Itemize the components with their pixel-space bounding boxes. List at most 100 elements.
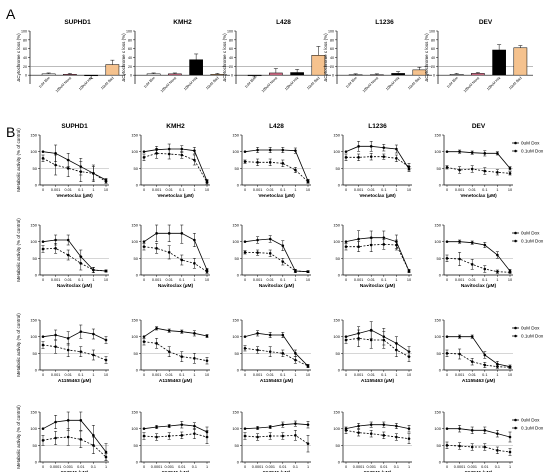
- line-x-tick-label: 10: [508, 188, 512, 192]
- data-point: [306, 442, 310, 445]
- data-point: [382, 338, 386, 342]
- bar-y-tick-label: 80: [330, 38, 334, 42]
- series-line: [447, 151, 511, 169]
- bar: [168, 73, 182, 76]
- data-point: [281, 352, 285, 355]
- line-x-tick-label: 0.01: [469, 278, 476, 282]
- bar-category-label: 100uM Noxa: [463, 76, 480, 93]
- line-y-tick-label: 50: [33, 256, 38, 261]
- line-y-tick-label: 50: [134, 443, 139, 448]
- line-x-label: A1155463 (µM): [361, 378, 395, 384]
- data-point: [79, 419, 83, 422]
- data-point: [306, 423, 310, 426]
- line-y-tick-label: 150: [232, 223, 239, 228]
- line-y-tick-label: 50: [235, 166, 240, 171]
- data-point: [41, 439, 45, 442]
- series-line: [143, 433, 208, 438]
- bar-y-tick-label: 0: [25, 74, 27, 78]
- data-point: [243, 347, 247, 350]
- data-point: [470, 167, 474, 171]
- data-point: [445, 240, 449, 243]
- bar: [370, 74, 384, 76]
- series-line: [143, 424, 208, 433]
- line-y-tick-label: 50: [336, 256, 341, 261]
- series-line: [345, 329, 410, 353]
- data-point: [243, 427, 247, 430]
- line-y-tick-label: 150: [232, 133, 239, 138]
- data-point: [357, 145, 360, 148]
- bar: [105, 64, 120, 76]
- line-x-label: S63845 (µM): [61, 470, 89, 472]
- data-point: [382, 236, 386, 239]
- series-line: [446, 257, 511, 273]
- line-y-tick-label: 100: [434, 334, 441, 339]
- data-point: [180, 232, 184, 235]
- series-line: [42, 419, 107, 453]
- series-line: [447, 241, 511, 272]
- line-y-tick-label: 50: [134, 166, 139, 171]
- data-point: [180, 434, 184, 437]
- line-y-tick-label: 50: [235, 443, 240, 448]
- bar-y-label: ΔCytochrome c loss (%): [16, 33, 21, 82]
- line-x-tick-label: 0.01: [77, 465, 84, 469]
- data-point: [357, 424, 360, 428]
- data-point: [256, 251, 259, 254]
- line-x-tick-label: 0.1: [179, 278, 184, 282]
- data-point: [180, 423, 184, 426]
- series-line: [143, 148, 208, 182]
- line-x-tick-label: 0: [244, 373, 246, 377]
- data-point: [193, 424, 196, 428]
- data-point: [205, 359, 209, 362]
- line-x-label: A1155463 (µM): [58, 378, 92, 384]
- data-point: [193, 357, 196, 360]
- data-point: [407, 165, 411, 168]
- data-point: [281, 162, 285, 165]
- data-point: [344, 245, 348, 248]
- line-x-tick-label: 0.1: [78, 188, 83, 192]
- line-x-tick-label: 0.001: [455, 278, 465, 282]
- data-point: [395, 243, 398, 247]
- bar-y-tick-label: 80: [431, 38, 435, 42]
- data-point: [470, 151, 474, 154]
- data-point: [205, 334, 209, 338]
- data-point: [508, 450, 512, 454]
- line-x-tick-label: 10: [104, 278, 108, 282]
- series-line: [42, 151, 107, 181]
- legend-marker: [514, 334, 517, 338]
- data-point: [155, 232, 158, 235]
- line-x-label: Venetoclax (µM): [359, 193, 396, 199]
- data-point: [79, 350, 83, 353]
- bar-y-tick-label: 80: [23, 38, 27, 42]
- line-x-tick-label: 0: [143, 278, 145, 282]
- data-point: [445, 444, 449, 447]
- bar-category-label: 1uM Bim: [244, 76, 257, 89]
- data-point: [142, 240, 146, 243]
- line-x-tick-label: 0.001: [51, 373, 61, 377]
- line-y-tick-label: 0: [136, 368, 139, 373]
- line-y-tick-label: 50: [336, 166, 341, 171]
- data-point: [268, 425, 272, 429]
- data-point: [470, 241, 474, 244]
- legend-label: 0.1uM Dox: [521, 334, 544, 339]
- data-point: [382, 434, 386, 437]
- bar-category-label: 10uM Bad: [205, 76, 219, 90]
- series-line: [345, 424, 410, 430]
- data-point: [281, 148, 285, 152]
- bar-y-tick-label: 0: [130, 74, 132, 78]
- data-point: [180, 330, 184, 333]
- line-y-tick-label: 150: [131, 410, 138, 415]
- line-x-tick-label: 0.001: [354, 373, 364, 377]
- data-point: [382, 146, 386, 149]
- data-point: [483, 445, 487, 449]
- line-y-tick-label: 50: [33, 351, 38, 356]
- data-point: [155, 425, 158, 429]
- data-point: [155, 327, 158, 330]
- bar-y-tick-label: 20: [23, 65, 27, 69]
- panel-label-a: A: [6, 6, 16, 22]
- panel-b: SUPHD1 KMH2 L428 L1236 DEV Metabolic activity…: [16, 123, 544, 472]
- data-point: [256, 426, 259, 430]
- line-x-tick-label: 0.1: [495, 465, 500, 469]
- legend-label: 0uM Dox: [521, 141, 540, 146]
- series-line: [446, 166, 511, 174]
- data-point: [66, 238, 70, 242]
